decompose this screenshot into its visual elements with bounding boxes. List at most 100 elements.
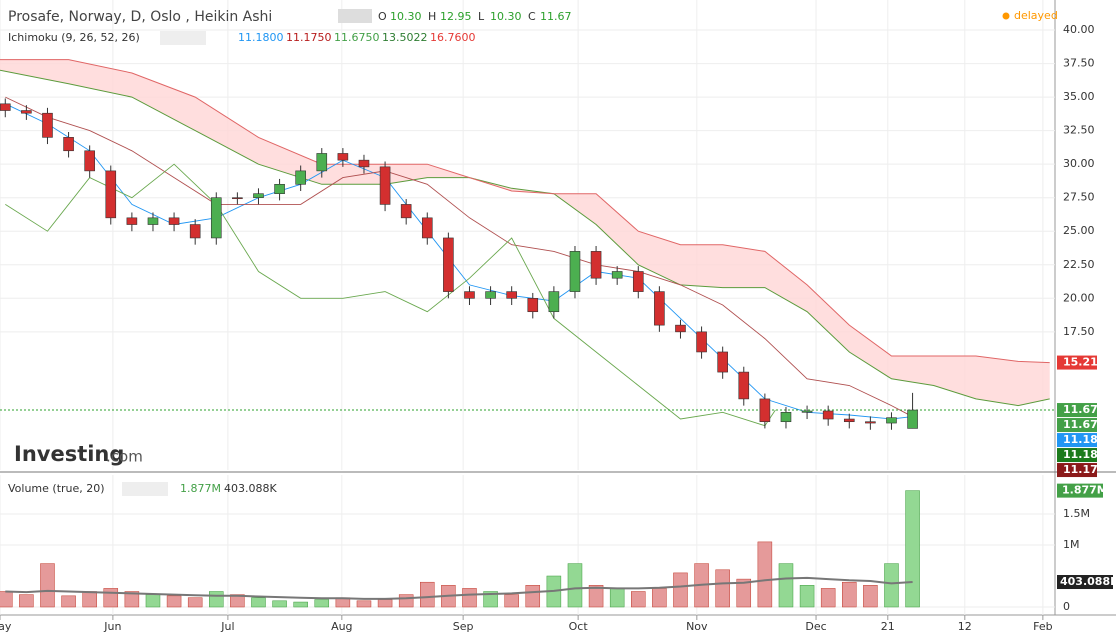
x-tick-label: Aug <box>331 620 352 633</box>
x-tick-label: 21 <box>881 620 895 633</box>
volume-bar <box>567 563 583 608</box>
candle-body <box>675 324 686 333</box>
price-marker <box>1057 418 1097 433</box>
y-tick-label: 20.00 <box>1063 291 1095 304</box>
volume-bar <box>820 588 836 608</box>
volume-bar <box>652 588 667 608</box>
candle-body <box>42 112 53 138</box>
volume-bar <box>293 601 308 608</box>
candle-body <box>189 224 201 239</box>
price-marker <box>1057 463 1097 478</box>
volume-bar <box>631 591 646 608</box>
candle-body <box>717 351 728 373</box>
volume-bar <box>609 588 625 608</box>
indicator-value: 11.1750 <box>286 31 332 44</box>
status-dot <box>1002 12 1010 20</box>
x-tick-label: Nov <box>686 620 708 633</box>
candle-body <box>295 170 306 185</box>
indicator-label[interactable]: Ichimoku (9, 26, 52, 26) <box>8 31 140 44</box>
candle-body <box>105 170 117 219</box>
candle-body <box>316 153 328 172</box>
ohlc-value: 10.30 <box>390 10 422 23</box>
ohlc-value: 12.95 <box>440 10 472 23</box>
ohlc-value: 10.30 <box>490 10 522 23</box>
candle-body <box>400 204 412 219</box>
y-tick-label: 1M <box>1063 538 1080 551</box>
candle-body <box>886 417 897 424</box>
y-tick-label: 35.00 <box>1063 90 1095 103</box>
candle-body <box>907 409 918 429</box>
candle-body <box>0 103 11 111</box>
volume-bar <box>905 490 920 608</box>
volume-bar <box>145 594 161 608</box>
volume-bar <box>757 541 773 608</box>
candle-body <box>168 217 180 225</box>
volume-label[interactable]: Volume (true, 20) <box>8 482 105 495</box>
symbol-title[interactable]: Prosafe, Norway, D, Oslo , Heikin Ashi <box>8 9 272 25</box>
candle-body <box>738 371 750 400</box>
ohlc-key: L <box>478 10 485 23</box>
volume-bar <box>842 581 857 608</box>
header-icons <box>338 9 372 23</box>
candle-body <box>506 291 517 299</box>
volume-bar <box>884 563 899 608</box>
price-marker-label: 11.17 <box>1063 463 1098 476</box>
candle-body <box>654 291 665 326</box>
indicator-value: 16.7600 <box>430 31 476 44</box>
ohlc-value: 11.67 <box>540 10 572 23</box>
candle-body <box>21 110 32 114</box>
y-tick-label: 17.50 <box>1063 325 1095 338</box>
ma-marker <box>1057 575 1113 590</box>
volume-bar <box>588 585 604 608</box>
volume-bar <box>462 588 477 608</box>
candle-body <box>84 150 95 172</box>
x-tick-label: Oct <box>569 620 589 633</box>
x-tick-label: Feb <box>1033 620 1052 633</box>
candle-body <box>822 410 834 420</box>
candle-body <box>759 398 771 423</box>
indicator-value: 11.1800 <box>238 31 284 44</box>
volume-ma <box>5 576 913 600</box>
price-marker-label: 11.18 <box>1063 448 1098 461</box>
indicator-value: 11.6750 <box>334 31 380 44</box>
y-tick-label: 27.50 <box>1063 191 1095 204</box>
x-tick-label: Sep <box>453 620 474 633</box>
logo-suffix: .com <box>106 448 143 466</box>
candle-body <box>443 237 454 292</box>
logo-brand: Investing <box>14 442 124 466</box>
candle-body <box>147 217 159 225</box>
volume-bar <box>124 591 140 608</box>
volume-bar <box>166 595 182 608</box>
indicator-line <box>5 96 913 418</box>
candle-body <box>126 217 138 225</box>
marks: 15.2111.6711.6711.1811.1811.171.877M403.… <box>0 59 1116 608</box>
y-tick-label: 32.50 <box>1063 124 1095 137</box>
candle-body <box>527 298 539 313</box>
volume-bar <box>483 591 498 608</box>
price-marker <box>1057 448 1097 463</box>
volume-icons <box>122 482 168 496</box>
candle-body <box>337 153 349 161</box>
ohlc-key: H <box>428 10 436 23</box>
candle-body <box>548 291 560 313</box>
candle-body <box>210 197 222 239</box>
ohlc-key: C <box>528 10 536 23</box>
price-marker <box>1057 355 1097 370</box>
y-tick-label: 1.5M <box>1063 507 1090 520</box>
indicator-line <box>5 163 776 427</box>
span-a <box>0 69 1050 407</box>
x-tick-label: May <box>0 620 12 633</box>
volume-bar <box>0 591 13 608</box>
candle-body <box>63 137 74 152</box>
volume-value: 403.088K <box>224 482 277 495</box>
candle-body <box>843 418 855 423</box>
volume-bar <box>398 594 414 608</box>
x-tick-label: Jun <box>103 620 121 633</box>
volume-bar <box>504 594 519 608</box>
volume-bar <box>525 585 541 608</box>
indicator-icons <box>160 31 206 45</box>
candle-body <box>632 271 644 292</box>
ohlc-key: O <box>378 10 387 23</box>
